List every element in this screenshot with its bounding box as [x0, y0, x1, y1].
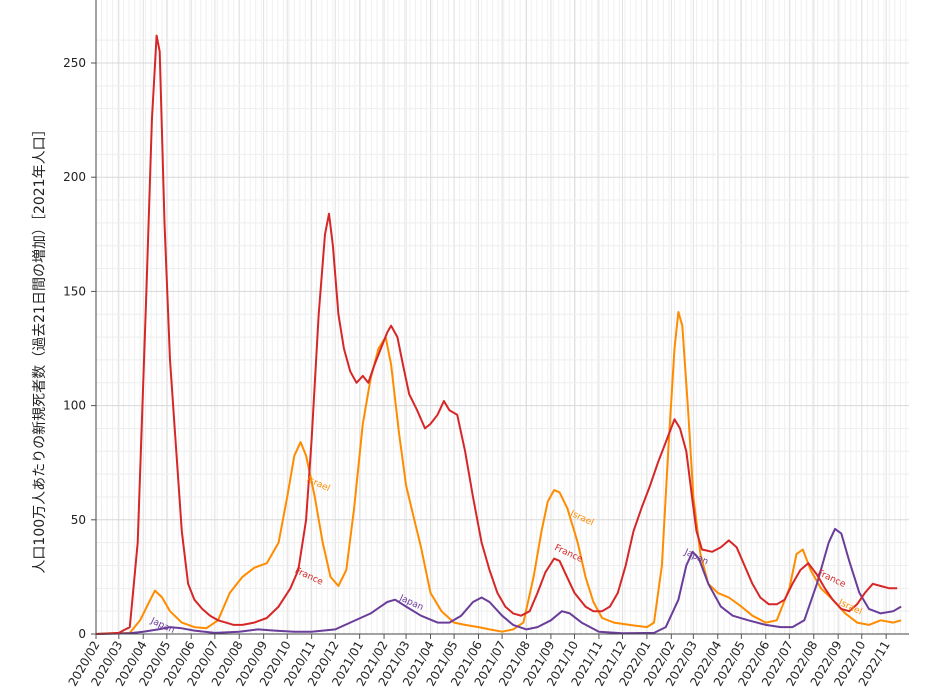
- chart-grid: [95, 0, 909, 634]
- series-label-france: France: [553, 543, 585, 565]
- y-tick-label: 150: [63, 284, 86, 298]
- series-line-israel: [95, 311, 902, 635]
- y-tick-label: 100: [63, 399, 86, 413]
- series-label-france: France: [293, 566, 325, 588]
- chart-series: [95, 34, 902, 635]
- y-axis-label: 人口100万人あたりの新規死者数（過去21日間の増加）［2021年人口］: [32, 122, 48, 573]
- x-axis-ticks: 2020/022020/032020/042020/052020/062020/…: [66, 634, 893, 689]
- y-axis-ticks: 0 50 100 150 200 250: [63, 56, 96, 641]
- series-line-japan: [95, 527, 902, 635]
- y-tick-label: 50: [71, 513, 86, 527]
- series-line-france: [95, 34, 898, 635]
- y-tick-label: 250: [63, 56, 86, 70]
- y-tick-label: 200: [63, 170, 86, 184]
- y-tick-label: 0: [78, 627, 86, 641]
